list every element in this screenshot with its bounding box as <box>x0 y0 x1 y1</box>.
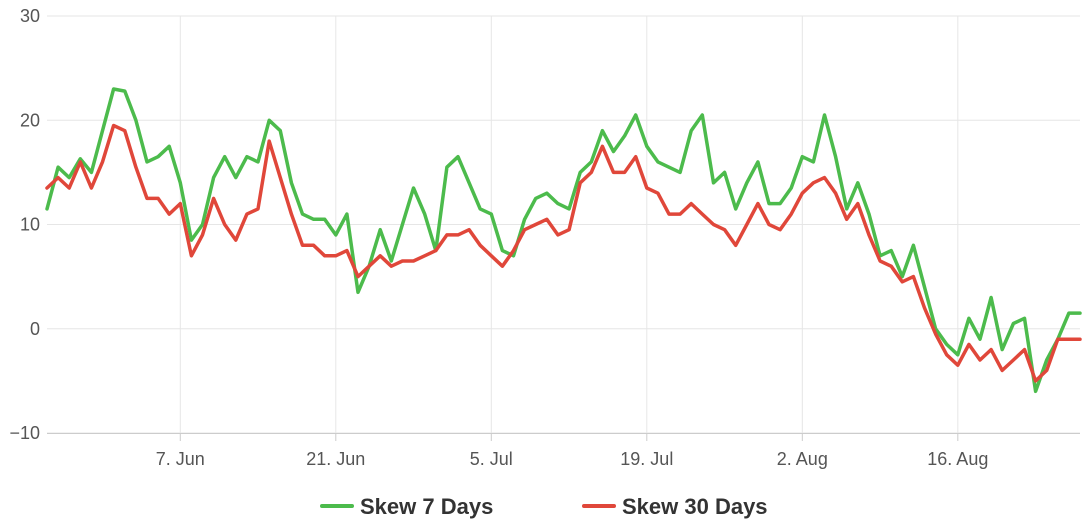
y-tick-label: 30 <box>20 6 40 26</box>
series-lines <box>45 87 1082 394</box>
y-tick-label: 20 <box>20 110 40 130</box>
x-tick-label: 19. Jul <box>620 449 673 469</box>
series-line-skew-30-days <box>45 123 1082 383</box>
y-tick-label: −10 <box>9 423 40 443</box>
legend-label: Skew 7 Days <box>360 494 493 519</box>
x-tick-label: 7. Jun <box>156 449 205 469</box>
legend-item-skew-7-days[interactable]: Skew 7 Days <box>320 494 493 519</box>
y-tick-label: 10 <box>20 215 40 235</box>
y-axis: 30 20 10 0 −10 <box>9 6 40 443</box>
x-tick-label: 5. Jul <box>470 449 513 469</box>
x-tick-label: 2. Aug <box>777 449 828 469</box>
y-tick-label: 0 <box>30 319 40 339</box>
x-tick-label: 21. Jun <box>306 449 365 469</box>
legend: Skew 7 Days Skew 30 Days <box>320 494 768 519</box>
legend-label: Skew 30 Days <box>622 494 768 519</box>
x-tick-label: 16. Aug <box>927 449 988 469</box>
legend-item-skew-30-days[interactable]: Skew 30 Days <box>582 494 768 519</box>
series-line-skew-7-days <box>45 87 1082 394</box>
x-axis: 7. Jun 21. Jun 5. Jul 19. Jul 2. Aug 16. Aug <box>47 433 1080 469</box>
